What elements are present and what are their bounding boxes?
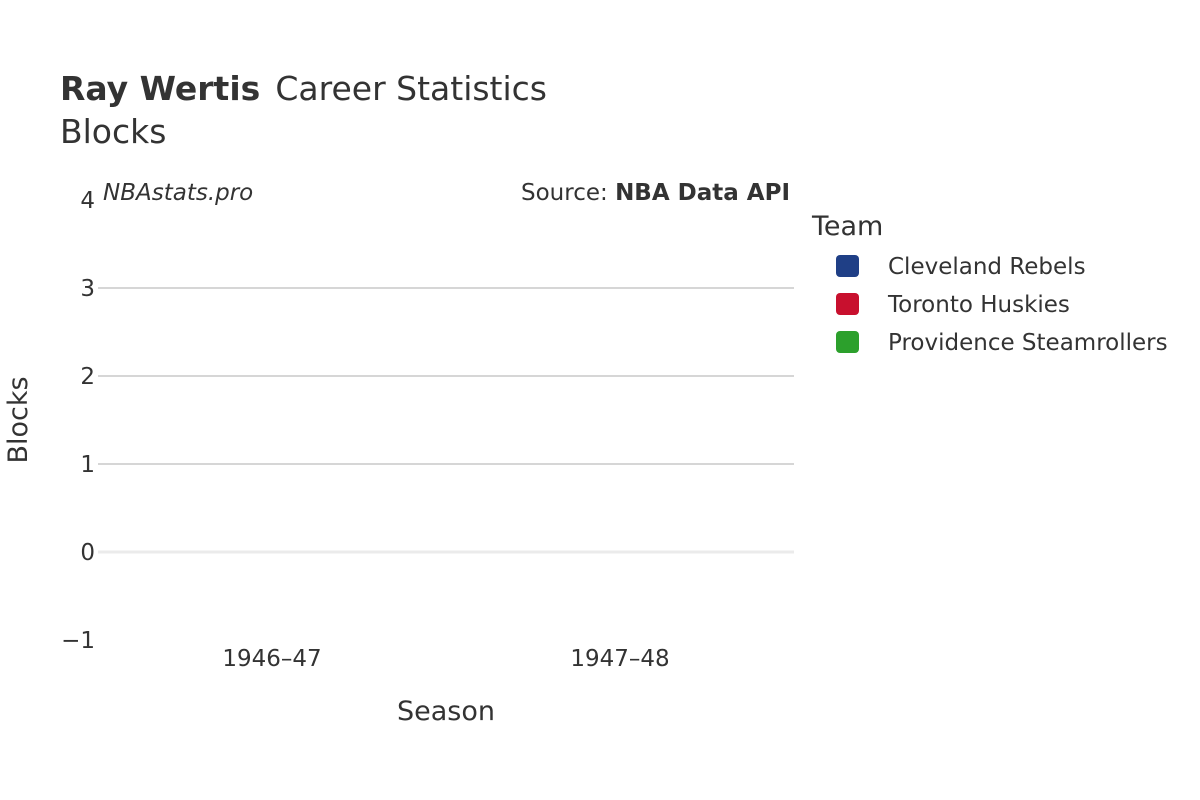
legend-title: Team [811, 211, 883, 242]
chart-title: Ray Wertis Career Statistics [60, 69, 547, 108]
chart-subtitle: Blocks [60, 112, 166, 151]
y-axis-title: Blocks [3, 376, 34, 463]
legend-label: Providence Steamrollers [888, 330, 1168, 356]
legend-swatch [836, 293, 859, 315]
y-tick-label: −1 [61, 628, 95, 654]
source-name: NBA Data API [615, 180, 790, 206]
title-suffix: Career Statistics [275, 69, 547, 108]
x-tick-label: 1947–48 [570, 646, 669, 672]
legend-item: Toronto Huskies [836, 292, 1070, 318]
y-tick-label: 4 [80, 188, 95, 214]
legend-label: Cleveland Rebels [888, 254, 1086, 280]
y-tick-label: 1 [80, 452, 95, 478]
legend-swatch [836, 255, 859, 277]
gridlines [98, 287, 794, 554]
source-prefix: Source: [521, 180, 615, 206]
legend: Cleveland Rebels Toronto Huskies Providenc… [836, 254, 1168, 356]
x-tick-label: 1946–47 [222, 646, 321, 672]
y-tick-label: 3 [80, 276, 95, 302]
legend-item: Providence Steamrollers [836, 330, 1168, 356]
watermark: NBAstats.pro [103, 180, 253, 206]
y-tick-label: 0 [80, 540, 95, 566]
legend-label: Toronto Huskies [887, 292, 1070, 318]
x-tick-labels: 1946–47 1947–48 [222, 646, 669, 672]
x-axis-title: Season [397, 696, 495, 727]
source-credit: Source: NBA Data API [521, 180, 790, 206]
legend-item: Cleveland Rebels [836, 254, 1086, 280]
player-name: Ray Wertis [60, 69, 260, 108]
legend-swatch [836, 331, 859, 353]
y-tick-labels: −1 0 1 2 3 4 [61, 188, 95, 654]
y-tick-label: 2 [80, 364, 95, 390]
